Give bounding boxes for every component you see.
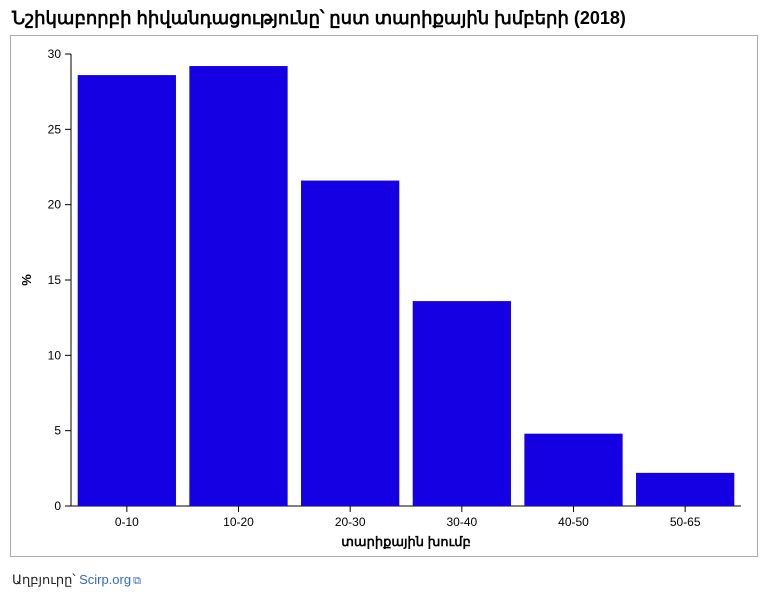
svg-text:30-40: 30-40	[446, 515, 477, 529]
bar	[413, 301, 511, 506]
source-row: Աղբյուրը՝ Scirp.org⧉	[10, 572, 760, 588]
svg-text:20-30: 20-30	[335, 515, 366, 529]
svg-text:30: 30	[48, 47, 62, 61]
external-link-icon: ⧉	[133, 575, 141, 587]
chart-frame: 0 5 10 15 20 25 30% 0-10 10-20 20-30 30-40 40-50 50-…	[10, 35, 758, 557]
svg-text:20: 20	[48, 198, 62, 212]
svg-text:10: 10	[48, 348, 62, 362]
bar-chart: 0 5 10 15 20 25 30% 0-10 10-20 20-30 30-40 40-50 50-…	[11, 36, 757, 556]
bar	[189, 66, 287, 506]
svg-text:5: 5	[54, 424, 61, 438]
svg-text:0: 0	[54, 499, 61, 513]
chart-title: Նշիկաբորբի հիվանդացությունը՝ ըստ տարիքայ…	[10, 8, 760, 29]
bar	[78, 75, 176, 506]
source-label: Աղբյուրը՝	[12, 572, 75, 587]
svg-text:%: %	[19, 274, 34, 286]
svg-text:տարիքային խումբ: տարիքային խումբ	[341, 534, 470, 549]
svg-text:10-20: 10-20	[223, 515, 254, 529]
svg-text:50-65: 50-65	[670, 515, 701, 529]
svg-text:15: 15	[48, 273, 62, 287]
svg-text:40-50: 40-50	[558, 515, 589, 529]
bar	[524, 434, 622, 506]
svg-text:25: 25	[48, 122, 62, 136]
svg-text:0-10: 0-10	[115, 515, 139, 529]
bar	[301, 181, 399, 506]
bar	[636, 473, 734, 506]
source-link[interactable]: Scirp.org	[79, 572, 131, 587]
